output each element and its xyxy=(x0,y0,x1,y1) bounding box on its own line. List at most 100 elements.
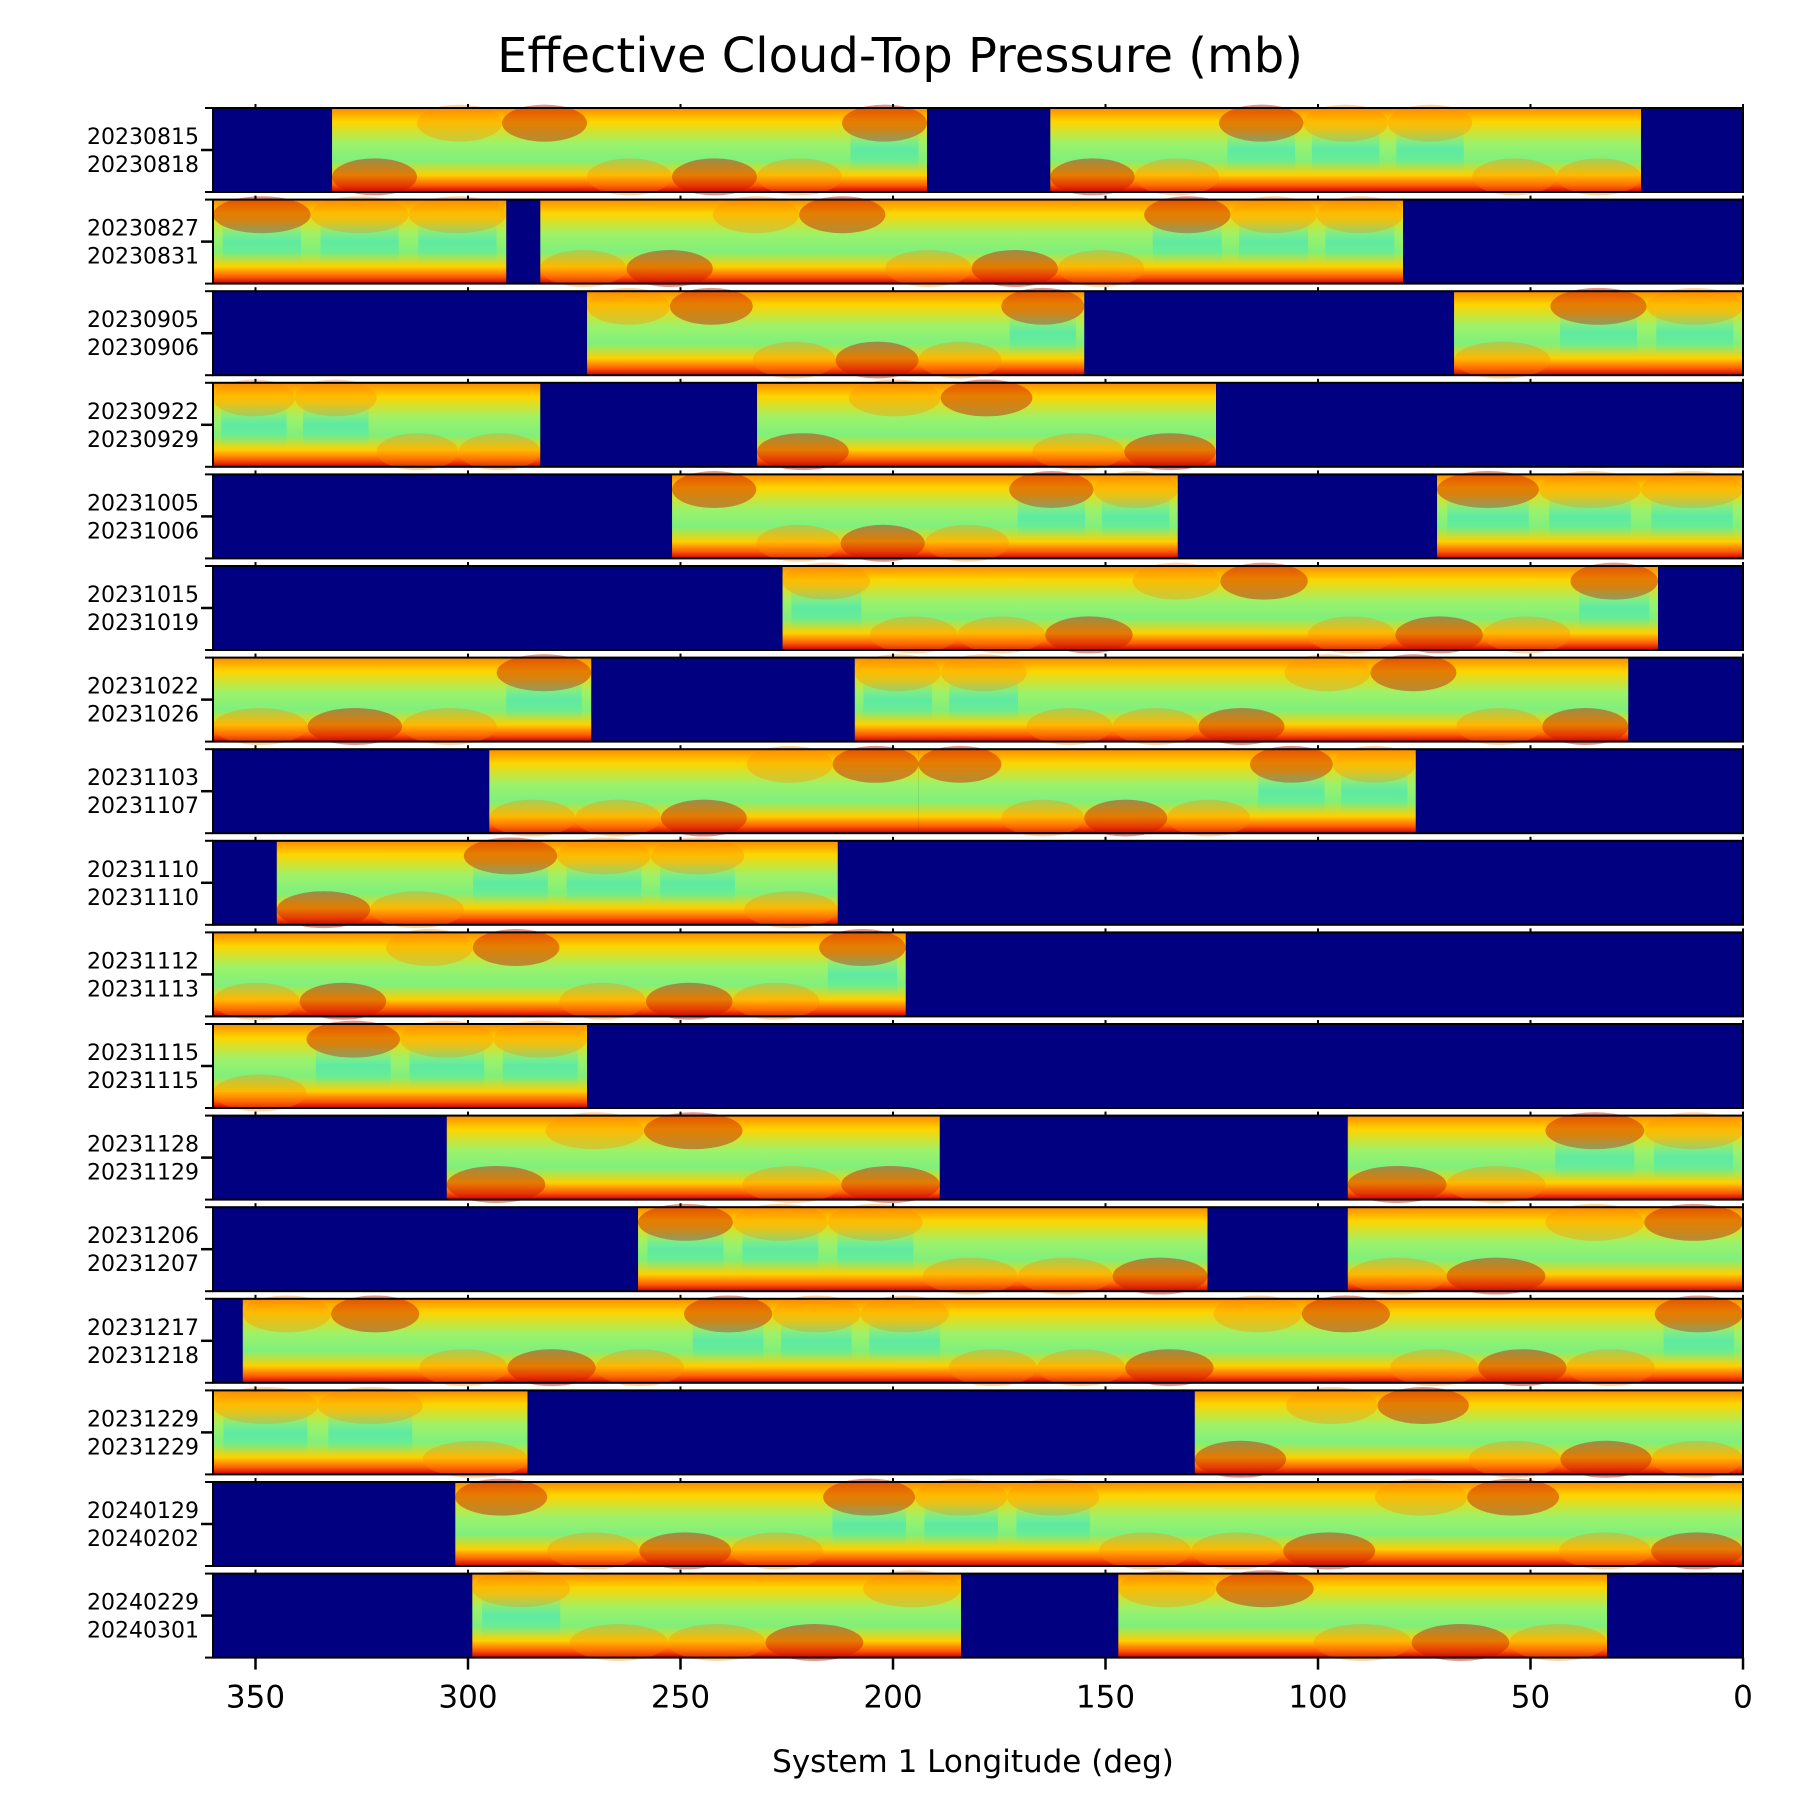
texture-blob xyxy=(1032,433,1125,471)
texture-blob xyxy=(746,745,833,783)
texture-blob xyxy=(1375,1478,1468,1516)
texture-blob xyxy=(1220,562,1308,600)
texture-blob xyxy=(547,1532,640,1570)
panel-start-date: 20231229 xyxy=(87,1407,199,1432)
texture-cool xyxy=(566,861,642,904)
x-axis-label: System 1 Longitude (deg) xyxy=(772,1744,1174,1780)
texture-blob xyxy=(863,1570,961,1608)
x-tick-label: 0 xyxy=(1733,1680,1753,1716)
texture-cool xyxy=(781,1319,852,1362)
texture-blob xyxy=(918,745,1002,783)
panel-start-date: 20231110 xyxy=(87,858,199,883)
panel-end-date: 20231229 xyxy=(87,1435,199,1460)
texture-blob xyxy=(1556,158,1641,196)
texture-cool xyxy=(1239,220,1309,263)
texture-blob xyxy=(1112,708,1199,745)
texture-blob xyxy=(672,158,757,196)
texture-blob xyxy=(667,1624,766,1661)
texture-blob xyxy=(1560,1440,1652,1478)
texture-blob xyxy=(370,891,464,929)
panel-end-date: 20240202 xyxy=(87,1527,199,1552)
texture-blob xyxy=(940,379,1033,417)
texture-blob xyxy=(422,1440,528,1478)
texture-blob xyxy=(1509,1624,1607,1661)
texture-blob xyxy=(575,799,661,837)
texture-cool xyxy=(1654,1136,1734,1179)
panel-start-date: 20231103 xyxy=(87,766,199,791)
texture-blob xyxy=(1347,1166,1447,1203)
texture-blob xyxy=(742,1166,842,1203)
panel-end-date: 20231026 xyxy=(87,703,199,728)
texture-cool xyxy=(482,1594,561,1637)
texture-blob xyxy=(242,1295,331,1333)
texture-cool xyxy=(837,1228,914,1271)
texture-blob xyxy=(1124,433,1216,471)
panel-start-date: 20231022 xyxy=(87,675,199,700)
panel-17: 20240229 20240301 xyxy=(87,1569,1744,1661)
x-tick-label: 350 xyxy=(226,1680,285,1716)
texture-blob xyxy=(331,1295,420,1333)
texture-blob xyxy=(213,708,308,745)
coverage-segment xyxy=(1194,1390,1743,1475)
texture-cool xyxy=(660,861,735,904)
panel-start-date: 20231112 xyxy=(87,949,199,974)
panel-end-date: 20240301 xyxy=(87,1619,199,1644)
x-tick-label: 250 xyxy=(651,1680,710,1716)
texture-blob xyxy=(1467,1478,1560,1516)
texture-blob xyxy=(1472,158,1557,196)
coverage-segment xyxy=(276,840,838,925)
panel-start-date: 20231115 xyxy=(87,1041,199,1066)
texture-blob xyxy=(1213,1295,1302,1333)
texture-blob xyxy=(1456,708,1543,745)
texture-cool xyxy=(1396,129,1464,171)
panel-start-date: 20230827 xyxy=(87,217,199,242)
texture-blob xyxy=(1050,158,1135,196)
texture-cool xyxy=(1549,495,1631,538)
texture-blob xyxy=(752,341,836,379)
texture-blob xyxy=(1001,799,1085,837)
panels-group: 20230815 20230818 20230827 20230831 20230905… xyxy=(87,104,1744,1661)
texture-cool xyxy=(1663,1319,1735,1362)
texture-cool xyxy=(1016,1503,1090,1545)
texture-blob xyxy=(1478,1349,1567,1387)
texture-blob xyxy=(446,1166,546,1203)
texture-cool xyxy=(418,220,497,263)
texture-blob xyxy=(731,1532,824,1570)
panel-10: 20231112 20231113 xyxy=(87,928,1744,1020)
texture-blob xyxy=(1542,708,1629,745)
texture-blob xyxy=(419,1349,508,1387)
texture-blob xyxy=(1411,1624,1510,1661)
panel-end-date: 20231006 xyxy=(87,519,199,544)
texture-blob xyxy=(757,433,849,471)
texture-blob xyxy=(1037,1349,1126,1387)
texture-blob xyxy=(744,891,838,929)
texture-blob xyxy=(885,250,972,287)
texture-blob xyxy=(672,471,757,508)
texture-cool xyxy=(1152,220,1222,263)
texture-blob xyxy=(540,250,627,287)
texture-blob xyxy=(1216,1570,1314,1608)
texture-cool xyxy=(863,678,933,721)
coverage-segment xyxy=(1347,1207,1743,1292)
coverage-segment xyxy=(757,382,1216,467)
panel-start-date: 20231217 xyxy=(87,1316,199,1341)
texture-blob xyxy=(417,104,502,142)
panel-start-date: 20240229 xyxy=(87,1591,199,1616)
texture-blob xyxy=(1283,1532,1376,1570)
coverage-segment xyxy=(638,1207,1208,1292)
texture-blob xyxy=(472,929,560,967)
panel-end-date: 20231107 xyxy=(87,794,199,819)
panel-13: 20231206 20231207 xyxy=(87,1203,1744,1295)
x-tick-label: 300 xyxy=(438,1680,497,1716)
texture-blob xyxy=(458,433,541,471)
texture-cool xyxy=(924,1503,998,1545)
panel-14: 20231217 20231218 xyxy=(87,1294,1744,1387)
texture-blob xyxy=(626,250,713,287)
texture-blob xyxy=(870,616,958,654)
texture-blob xyxy=(1454,341,1551,379)
panel-start-date: 20231005 xyxy=(87,491,199,516)
panel-end-date: 20231207 xyxy=(87,1252,199,1277)
texture-blob xyxy=(1395,616,1483,654)
x-tick-label: 150 xyxy=(1076,1680,1135,1716)
